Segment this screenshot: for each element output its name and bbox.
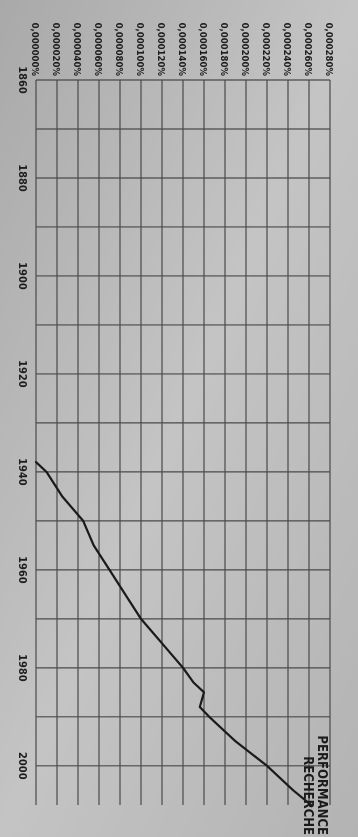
y-tick-label: 0,000280%	[323, 23, 334, 77]
y-axis-tick-labels: 0,000000% 0,000020% 0,000040% 0,000060% 0,00…	[29, 23, 334, 77]
y-tick-label: 0,000020%	[50, 23, 61, 77]
x-tick-label: 1980	[16, 654, 29, 682]
x-tick-label: 1960	[16, 556, 29, 584]
y-tick-label: 0,000160%	[197, 23, 208, 77]
chart-title-line-2: RECHERCHE	[300, 756, 315, 835]
x-tick-label: 1940	[16, 458, 29, 486]
y-tick-label: 0,000180%	[218, 23, 229, 77]
y-tick-label: 0,000040%	[71, 23, 82, 77]
y-tick-label: 0,000100%	[134, 23, 145, 77]
chart-title-line-1: PERFORMANCE	[314, 735, 329, 835]
x-tick-label: 1860	[16, 66, 29, 94]
series-line	[34, 461, 313, 807]
x-tick-label: 1920	[16, 360, 29, 388]
series-group	[34, 461, 313, 807]
y-tick-label: 0,000080%	[113, 23, 124, 77]
x-tick-label: 1880	[16, 164, 29, 192]
y-tick-label: 0,000220%	[260, 23, 271, 77]
x-tick-label: 1900	[16, 262, 29, 290]
y-tick-label: 0,000140%	[176, 23, 187, 77]
y-tick-label: 0,000060%	[92, 23, 103, 77]
y-tick-label: 0,000200%	[239, 23, 250, 77]
y-tick-label: 0,000240%	[281, 23, 292, 77]
x-axis-tick-labels: 1860 1880 1900 1920 1940 1960 1980 2000	[16, 66, 29, 779]
y-tick-label: 0,000000%	[29, 23, 40, 77]
y-tick-label: 0,000260%	[302, 23, 313, 77]
y-tick-label: 0,000120%	[155, 23, 166, 77]
grid	[35, 79, 331, 805]
x-tick-label: 2000	[16, 752, 29, 780]
